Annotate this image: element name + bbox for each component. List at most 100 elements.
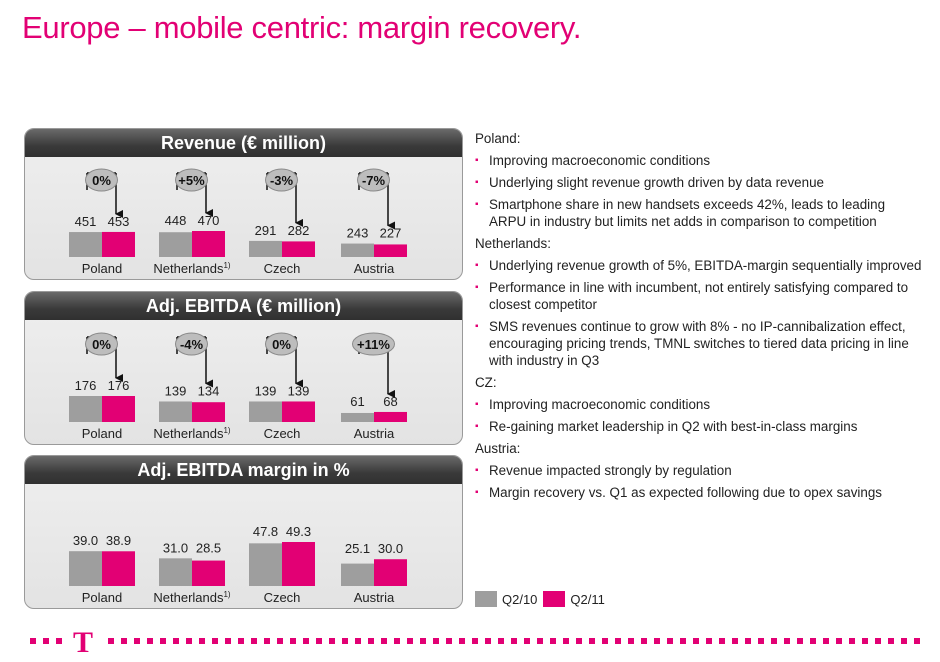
bar-q211 <box>374 411 407 422</box>
footer-dot <box>784 638 790 644</box>
footer-dot <box>43 638 49 644</box>
data-label: 139 <box>255 383 277 398</box>
category-label: Netherlands1) <box>153 261 231 276</box>
footer-dot <box>524 638 530 644</box>
page-title: Europe – mobile centric: margin recovery… <box>22 10 582 45</box>
country-heading: Poland: <box>475 131 521 146</box>
footer-dot <box>563 638 569 644</box>
category-label: Czech <box>264 261 301 276</box>
data-label: 68 <box>383 394 397 409</box>
data-label: 291 <box>255 223 277 238</box>
footer-dot <box>745 638 751 644</box>
data-label: 139 <box>165 383 187 398</box>
bar-q210 <box>341 412 374 422</box>
footer-dot <box>888 638 894 644</box>
category-label: Austria <box>354 590 395 605</box>
footer-dot <box>823 638 829 644</box>
bar-q210 <box>341 243 374 257</box>
category-label: Poland <box>82 426 122 441</box>
change-label: +11% <box>357 337 390 352</box>
country-heading: Netherlands: <box>475 236 551 251</box>
category-superscript: 1) <box>223 426 230 435</box>
data-label: 470 <box>198 213 220 228</box>
data-label: 139 <box>288 383 310 398</box>
bullet-list: Improving macroeconomic conditions Re-ga… <box>475 396 925 435</box>
category-label: Poland <box>82 261 122 276</box>
bar-q210 <box>249 401 282 422</box>
bar-q210 <box>69 551 102 586</box>
change-label: -4% <box>180 337 204 352</box>
category-label: Austria <box>354 426 395 441</box>
footer-dot <box>316 638 322 644</box>
data-label: 176 <box>108 378 130 393</box>
footer-dot <box>368 638 374 644</box>
data-label: 448 <box>165 213 187 228</box>
footer-dot <box>732 638 738 644</box>
footer-dot <box>602 638 608 644</box>
bar-q211 <box>102 396 135 422</box>
bar-q211 <box>282 401 315 422</box>
category-label: Netherlands1) <box>153 590 231 605</box>
footer-dot <box>771 638 777 644</box>
bar-q210 <box>159 401 192 422</box>
footer-dot <box>550 638 556 644</box>
footer-dot <box>537 638 543 644</box>
change-label: -7% <box>362 173 386 188</box>
bar-q211 <box>192 402 225 422</box>
footer-dot <box>511 638 517 644</box>
footer-dot <box>407 638 413 644</box>
footer-dot <box>160 638 166 644</box>
bullet-item: SMS revenues continue to grow with 8% - … <box>475 318 925 369</box>
legend: Q2/10 Q2/11 <box>475 591 611 607</box>
country-heading: Austria: <box>475 441 521 456</box>
data-label: 227 <box>380 226 402 241</box>
commentary-netherlands: Netherlands: Underlying revenue growth o… <box>475 235 925 369</box>
bullet-item: Smartphone share in new handsets exceeds… <box>475 196 925 230</box>
change-label: 0% <box>92 173 111 188</box>
bullet-list: Underlying revenue growth of 5%, EBITDA-… <box>475 257 925 369</box>
change-bubble <box>175 332 208 356</box>
footer-dot <box>420 638 426 644</box>
telekom-logo-icon: T <box>73 630 93 656</box>
data-label: 451 <box>75 214 97 229</box>
footer-dot <box>914 638 920 644</box>
country-heading: CZ: <box>475 375 497 390</box>
legend-swatch-q211 <box>543 591 566 607</box>
change-bubble <box>265 332 298 356</box>
footer-dot <box>134 638 140 644</box>
footer-dot <box>901 638 907 644</box>
bar-q211 <box>282 241 315 257</box>
ebitda-chart-title: Adj. EBITDA (€ million) <box>25 292 462 320</box>
footer-dot <box>56 638 62 644</box>
footer-dot <box>797 638 803 644</box>
revenue-chart: 451 453 Poland 0% 448 470 Netherlands1) +5% 291 2… <box>69 168 407 276</box>
footer-dot <box>836 638 842 644</box>
footer-dot <box>654 638 660 644</box>
footer-dot <box>862 638 868 644</box>
footer-dot <box>810 638 816 644</box>
category-label: Czech <box>264 590 301 605</box>
data-label: 25.1 <box>345 541 370 556</box>
bar-q211 <box>192 560 225 586</box>
change-bubble <box>85 332 118 356</box>
bar-q211 <box>374 559 407 586</box>
footer-dot <box>108 638 114 644</box>
data-label: 176 <box>75 378 97 393</box>
bar-q211 <box>282 542 315 586</box>
footer-dot <box>238 638 244 644</box>
category-superscript: 1) <box>223 261 230 270</box>
change-label: -3% <box>270 173 294 188</box>
footer-dot <box>355 638 361 644</box>
data-label: 61 <box>350 394 364 409</box>
footer-dot <box>199 638 205 644</box>
footer-dot <box>329 638 335 644</box>
footer-dot <box>394 638 400 644</box>
footer-dot <box>433 638 439 644</box>
change-label: 0% <box>92 337 111 352</box>
category-label: Austria <box>354 261 395 276</box>
footer-dot <box>628 638 634 644</box>
footer-dot <box>615 638 621 644</box>
bullet-item: Improving macroeconomic conditions <box>475 152 925 169</box>
commentary-austria: Austria: Revenue impacted strongly by re… <box>475 440 925 501</box>
footer-dot <box>290 638 296 644</box>
